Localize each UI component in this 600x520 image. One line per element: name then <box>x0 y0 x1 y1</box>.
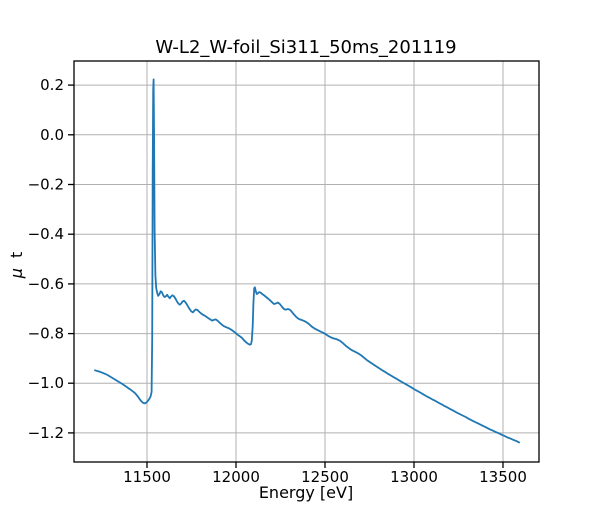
y-tick-label: −0.2 <box>28 176 64 194</box>
y-tick-label: −0.6 <box>28 275 64 293</box>
x-tick-label: 12000 <box>212 468 260 486</box>
spectrum-line <box>94 78 520 444</box>
x-tick-label: 12500 <box>301 468 349 486</box>
y-axis-label-unit: t <box>7 252 26 258</box>
y-tick-label: −0.4 <box>28 225 64 243</box>
axis-tick-labels: 11500 12000 12500 13000 13500 0.2 0.0 −0.2 −0.4 −… <box>28 76 527 486</box>
plot-background <box>74 61 539 462</box>
x-tick-label: 11500 <box>123 468 171 486</box>
plot-border <box>73 60 540 463</box>
x-axis-label: Energy [eV] <box>259 483 353 502</box>
y-tick-label: −0.8 <box>28 325 64 343</box>
chart-title: W-L2_W-foil_Si311_50ms_201119 <box>155 37 456 58</box>
x-tick-label: 13000 <box>390 468 438 486</box>
y-tick-label: −1.2 <box>28 424 64 442</box>
y-tick-label: 0.0 <box>40 126 64 144</box>
axis-ticks <box>68 84 504 468</box>
gridlines <box>74 61 539 462</box>
y-tick-label: 0.2 <box>40 76 64 94</box>
x-tick-label: 13500 <box>479 468 527 486</box>
y-tick-label: −1.0 <box>28 374 64 392</box>
y-axis-label: μ t <box>7 252 26 280</box>
y-axis-label-mu: μ <box>7 268 26 279</box>
